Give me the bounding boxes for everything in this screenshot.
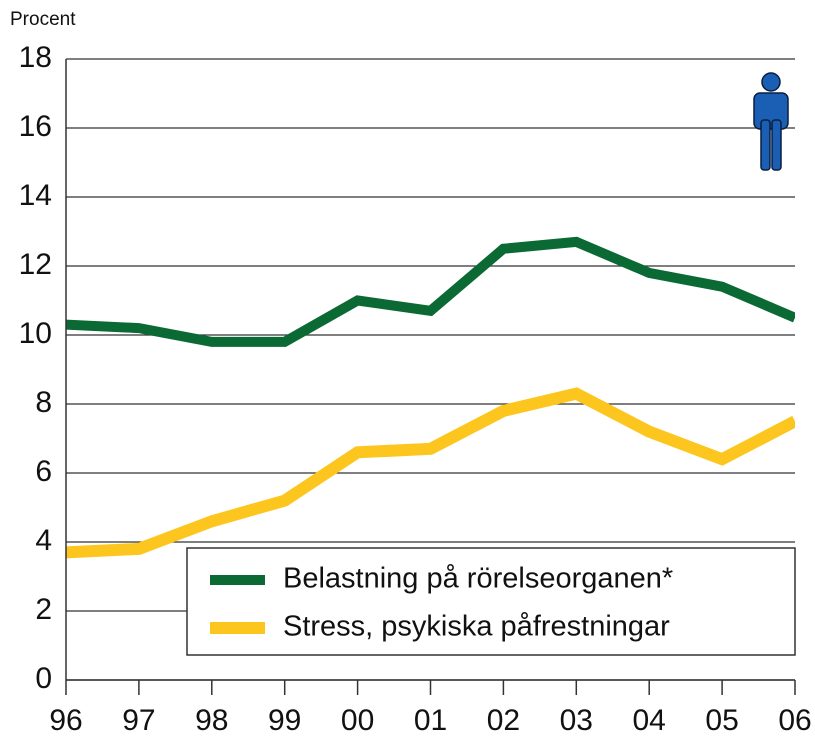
y-tick-label: 16 xyxy=(19,110,52,143)
x-tick-label: 03 xyxy=(560,704,593,737)
x-tick-label: 06 xyxy=(778,704,811,737)
legend-box xyxy=(186,547,796,656)
legend-label: Belastning på rörelseorganen* xyxy=(283,563,673,595)
x-tick-label: 98 xyxy=(195,704,228,737)
legend: Belastning på rörelseorganen* Stress, psy… xyxy=(186,547,796,656)
lines xyxy=(66,236,795,559)
x-tick-label: 05 xyxy=(705,704,738,737)
y-axis-label: Procent xyxy=(10,9,76,30)
y-tick-label: 10 xyxy=(19,317,52,350)
x-tick-label: 99 xyxy=(268,704,301,737)
x-tick-label: 96 xyxy=(49,704,82,737)
y-tick-label: 0 xyxy=(35,662,52,695)
y-tick-label: 14 xyxy=(19,179,52,212)
x-tick-label: 02 xyxy=(487,704,520,737)
x-tick-label: 00 xyxy=(341,704,374,737)
x-tick-label: 01 xyxy=(414,704,447,737)
y-tick-label: 12 xyxy=(19,248,52,281)
y-tick-label: 18 xyxy=(19,41,52,74)
series-line xyxy=(66,236,795,347)
person-icon xyxy=(753,72,789,171)
y-tick-label: 4 xyxy=(35,524,52,557)
legend-label: Stress, psykiska påfrestningar xyxy=(283,611,670,643)
y-tick-label: 8 xyxy=(35,386,52,419)
x-tick-label: 97 xyxy=(122,704,155,737)
y-tick-label: 6 xyxy=(35,455,52,488)
x-tick-label: 04 xyxy=(633,704,666,737)
series-line xyxy=(66,387,795,559)
y-tick-label: 2 xyxy=(35,593,52,626)
